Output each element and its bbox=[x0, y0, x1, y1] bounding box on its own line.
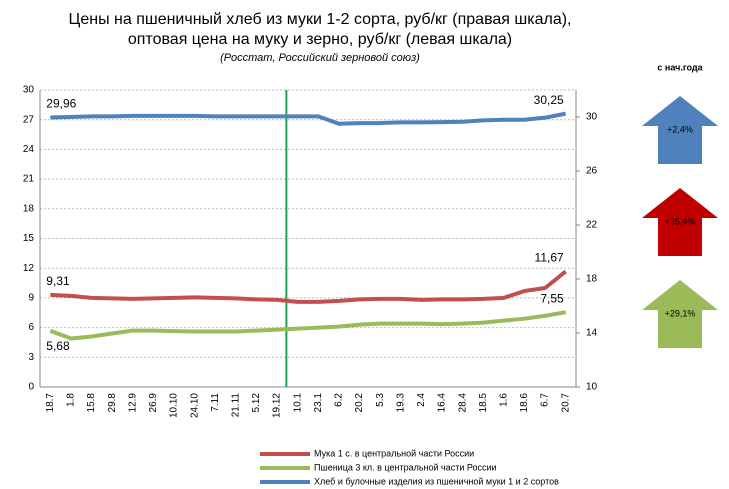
x-tick-label: 23.1 bbox=[313, 393, 324, 413]
y-tick-label: 18 bbox=[23, 203, 35, 214]
arrow bbox=[642, 188, 718, 256]
line-series bbox=[50, 111, 567, 126]
y-tick-label: 21 bbox=[23, 174, 35, 185]
line-series bbox=[49, 310, 567, 341]
chart-title: оптовая цена на муку и зерно, руб/кг (ле… bbox=[128, 31, 512, 48]
x-tick-label: 7.11 bbox=[210, 393, 221, 412]
x-tick-label: 6.7 bbox=[540, 393, 551, 407]
y2-tick-label: 30 bbox=[586, 112, 598, 123]
data-label: 30,25 bbox=[534, 93, 564, 107]
x-tick-label: 21.11 bbox=[230, 393, 241, 418]
y2-tick-label: 26 bbox=[586, 166, 598, 177]
data-label: 5,68 bbox=[46, 339, 70, 353]
y-tick-label: 24 bbox=[23, 144, 35, 155]
data-label: 9,31 bbox=[46, 274, 70, 288]
legend-label: Мука 1 с. в центральной части России bbox=[314, 448, 474, 458]
data-label: 29,96 bbox=[46, 97, 76, 111]
x-tick-label: 16.4 bbox=[437, 393, 448, 413]
y-tick-label: 9 bbox=[28, 293, 34, 304]
x-tick-label: 29.8 bbox=[107, 393, 118, 413]
legend-label: Хлеб и булочные изделия из пшеничной мук… bbox=[314, 476, 559, 486]
y-tick-label: 15 bbox=[23, 233, 35, 244]
data-label: 7,55 bbox=[540, 291, 564, 305]
y-tick-label: 30 bbox=[23, 85, 35, 96]
y-tick-label: 27 bbox=[23, 114, 35, 125]
x-tick-label: 1.6 bbox=[498, 393, 509, 407]
y2-tick-label: 18 bbox=[586, 274, 598, 285]
y-tick-label: 6 bbox=[28, 322, 34, 333]
legend-label: Пшеница 3 кл. в центральной части России bbox=[314, 462, 497, 472]
arrow-label: +2,4% bbox=[667, 124, 693, 134]
x-tick-label: 18.7 bbox=[45, 393, 56, 413]
chart-subtitle: (Росстат, Российский зерновой союз) bbox=[220, 52, 420, 64]
x-tick-label: 19.12 bbox=[272, 393, 283, 418]
y2-tick-label: 22 bbox=[586, 220, 598, 231]
arrow-label: +29,1% bbox=[665, 308, 696, 318]
x-tick-label: 5.3 bbox=[375, 393, 386, 407]
y2-tick-label: 10 bbox=[586, 382, 598, 393]
y-tick-label: 3 bbox=[28, 352, 34, 363]
x-tick-label: 12.9 bbox=[127, 393, 138, 413]
line-series bbox=[50, 269, 567, 304]
x-tick-label: 18.5 bbox=[478, 393, 489, 413]
x-tick-label: 24.10 bbox=[189, 393, 200, 418]
y2-tick-label: 14 bbox=[586, 328, 598, 339]
x-tick-label: 6.2 bbox=[334, 393, 345, 407]
x-tick-label: 2.4 bbox=[416, 393, 427, 407]
y-tick-label: 0 bbox=[28, 382, 34, 393]
x-tick-label: 28.4 bbox=[457, 393, 468, 413]
side-title: с нач.года bbox=[657, 62, 703, 72]
x-tick-label: 26.9 bbox=[148, 393, 159, 413]
arrow bbox=[642, 280, 718, 348]
x-tick-label: 18.6 bbox=[519, 393, 530, 413]
chart-title: Цены на пшеничный хлеб из муки 1-2 сорта… bbox=[69, 11, 572, 28]
x-tick-label: 5.12 bbox=[251, 393, 262, 413]
x-tick-label: 20.7 bbox=[560, 393, 571, 413]
arrow bbox=[642, 96, 718, 164]
y-tick-label: 12 bbox=[23, 263, 35, 274]
data-label: 11,67 bbox=[535, 251, 564, 265]
x-tick-label: 20.2 bbox=[354, 393, 365, 413]
arrow-label: +35,4% bbox=[665, 216, 696, 226]
x-tick-label: 1.8 bbox=[66, 393, 77, 407]
x-tick-label: 10.1 bbox=[292, 393, 303, 413]
x-tick-label: 10.10 bbox=[169, 393, 180, 418]
x-tick-label: 19.3 bbox=[395, 393, 406, 413]
x-tick-label: 15.8 bbox=[86, 393, 97, 413]
